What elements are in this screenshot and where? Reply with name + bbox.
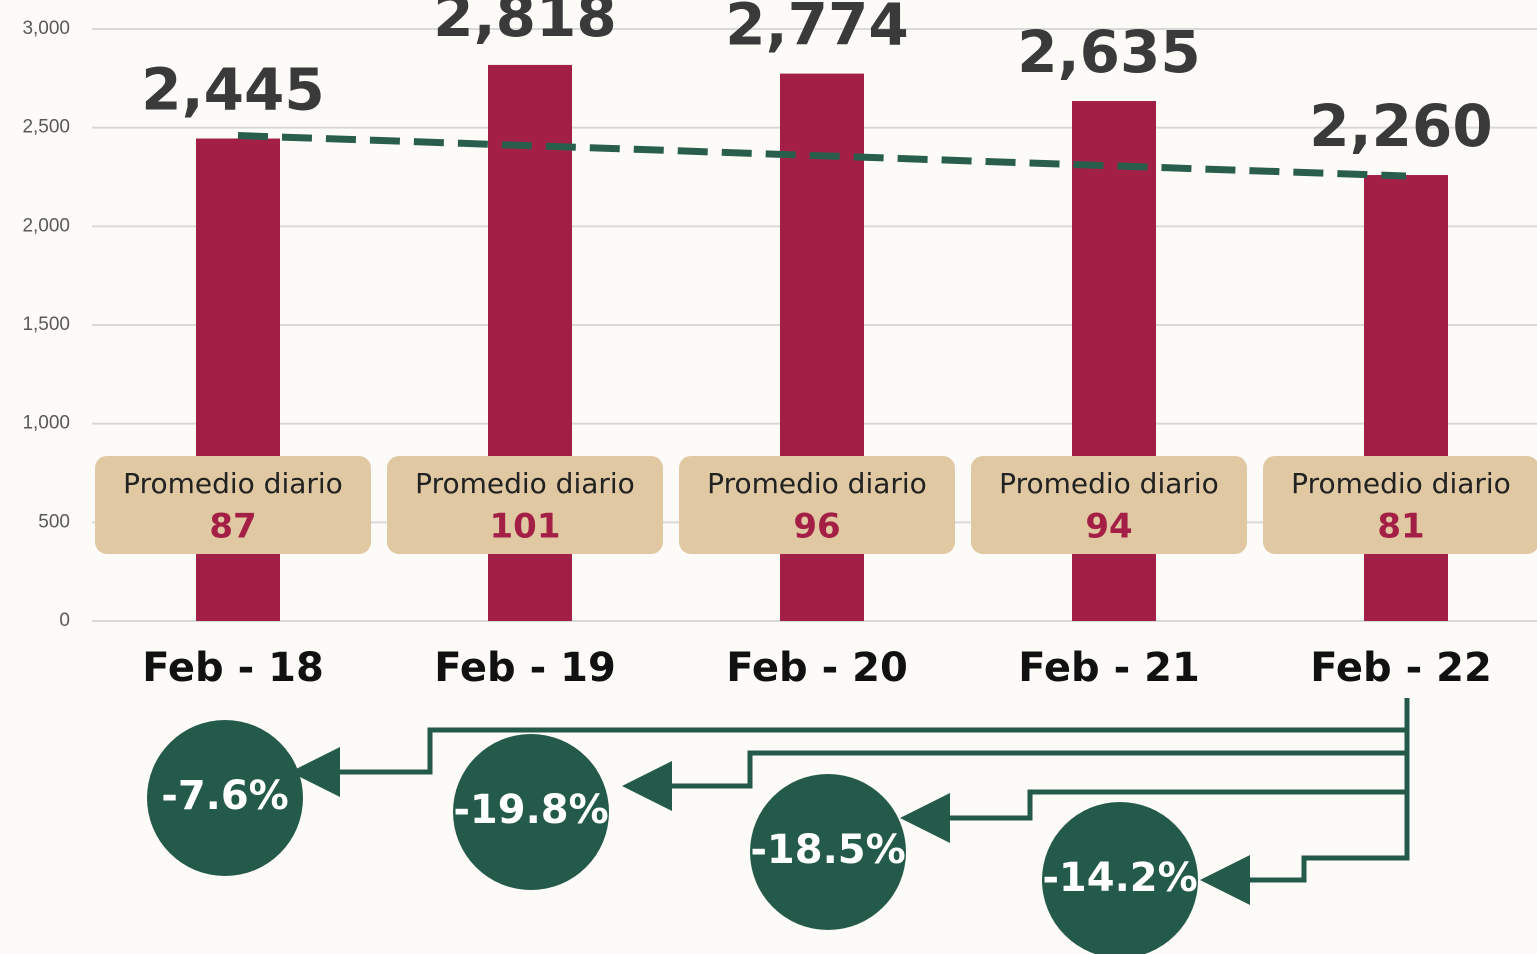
bar <box>1364 175 1448 621</box>
value-label: 2,260 <box>1309 92 1492 160</box>
y-tick-label: 0 <box>59 610 70 631</box>
x-tick-label: Feb - 21 <box>1018 645 1200 691</box>
value-label: 2,774 <box>725 0 908 59</box>
value-label: 2,635 <box>1017 18 1200 86</box>
x-tick-label: Feb - 18 <box>142 645 324 691</box>
change-circle <box>453 734 609 890</box>
average-value: 81 <box>1377 507 1424 547</box>
value-label: 2,818 <box>433 0 616 50</box>
average-label: Promedio diario <box>123 467 343 500</box>
change-label: -14.2% <box>1042 855 1197 901</box>
change-circle <box>750 774 906 930</box>
y-tick-label: 2,500 <box>22 117 70 138</box>
value-label: 2,445 <box>141 56 324 124</box>
trend-line <box>237 132 1407 180</box>
average-box <box>95 456 371 554</box>
average-label: Promedio diario <box>707 467 927 500</box>
change-circle <box>147 720 303 876</box>
average-box <box>1263 456 1537 554</box>
average-label: Promedio diario <box>1291 467 1511 500</box>
average-box <box>971 456 1247 554</box>
y-tick-label: 500 <box>38 511 70 532</box>
average-value: 94 <box>1085 507 1132 547</box>
y-tick-label: 1,000 <box>22 413 70 434</box>
change-label: -18.5% <box>750 827 905 873</box>
average-label: Promedio diario <box>999 467 1219 500</box>
y-tick-label: 1,500 <box>22 314 70 335</box>
average-value: 87 <box>209 507 256 547</box>
change-circle <box>1042 802 1198 954</box>
connectors <box>290 698 1410 905</box>
average-value: 96 <box>793 507 840 547</box>
x-tick-label: Feb - 19 <box>434 645 616 691</box>
average-box <box>387 456 663 554</box>
y-tick-label: 3,000 <box>22 18 70 39</box>
average-box <box>679 456 955 554</box>
x-tick-label: Feb - 20 <box>726 645 908 691</box>
change-label: -19.8% <box>453 787 608 833</box>
x-tick-label: Feb - 22 <box>1310 645 1492 691</box>
average-value: 101 <box>490 507 561 547</box>
change-label: -7.6% <box>161 773 289 819</box>
y-tick-label: 2,000 <box>22 215 70 236</box>
average-label: Promedio diario <box>415 467 635 500</box>
